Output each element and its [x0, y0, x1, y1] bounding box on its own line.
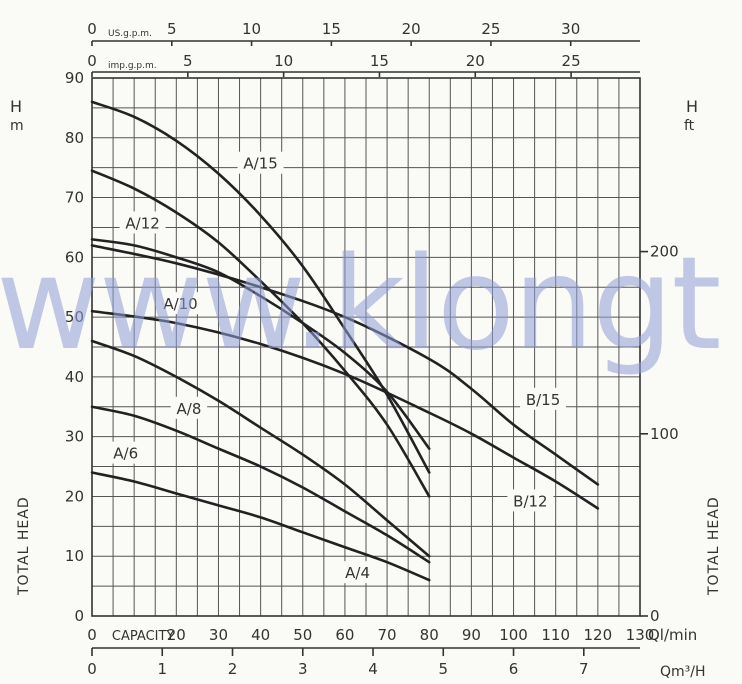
series-label-bg	[119, 211, 166, 234]
series-label-a-10: A/10	[163, 295, 197, 313]
series-label-a-8: A/8	[177, 400, 202, 418]
series-label-bg	[107, 441, 144, 464]
x-unit-label: Ql/min	[648, 626, 697, 644]
series-line-b-15	[90, 244, 600, 486]
plot-frame	[91, 77, 641, 617]
usgpm-tick-label: 20	[402, 20, 421, 38]
m3h-tick-label: 6	[509, 660, 519, 678]
y-tick-label: 50	[65, 308, 84, 326]
left-unit-m: m	[10, 118, 24, 134]
y-tick-label: 90	[65, 69, 84, 87]
m3h-tick-label: 4	[368, 660, 378, 678]
x-tick-label: 40	[251, 626, 270, 644]
x-tick-label: 30	[209, 626, 228, 644]
usgpm-tick-label: 0	[87, 20, 97, 38]
x-tick-label: 70	[378, 626, 397, 644]
x-tick-label: 20	[167, 626, 186, 644]
x-tick-label: 130	[626, 626, 655, 644]
series-label-bg	[157, 292, 204, 315]
y-tick-label: 10	[65, 547, 84, 565]
series-label-b-12: B/12	[513, 492, 547, 510]
series-line-a-10	[90, 238, 431, 450]
usgpm-tick-label: 5	[167, 20, 177, 38]
y-tick-label: 70	[65, 189, 84, 207]
y-tick-label: 80	[65, 129, 84, 147]
x-tick-label: 80	[420, 626, 439, 644]
m3h-unit-label: Qm³/H	[660, 664, 706, 680]
impgpm-unit-label: imp.g.p.m.	[108, 61, 157, 71]
series-label-bg	[339, 561, 376, 584]
impgpm-tick-label: 25	[562, 52, 581, 70]
usgpm-tick-label: 30	[561, 20, 580, 38]
x-tick-label: 50	[293, 626, 312, 644]
usgpm-tick-label: 15	[322, 20, 341, 38]
series-label-bg	[237, 151, 284, 174]
series-line-a-12	[90, 169, 431, 498]
series-label-bg	[507, 489, 554, 512]
m3h-tick-label: 0	[87, 660, 97, 678]
x-tick-label: 60	[335, 626, 354, 644]
left-axis: 0 10 20 30 40 50 60 70 80 90	[65, 69, 84, 625]
impgpm-tick-label: 0	[87, 52, 97, 70]
impgpm-tick-label: 10	[274, 52, 293, 70]
impgpm-tick-label: 15	[370, 52, 389, 70]
right-unit-h: H	[686, 97, 698, 116]
left-axis-title: TOTAL HEAD	[16, 496, 32, 596]
grid	[91, 77, 641, 617]
usgpm-unit-label: US.g.p.m.	[108, 29, 152, 39]
series-label-a-15: A/15	[243, 155, 277, 173]
right-axis: 0 100 200	[640, 243, 679, 625]
usgpm-tick-label: 10	[242, 20, 261, 38]
series-curves	[90, 100, 600, 582]
series-line-b-12	[90, 309, 600, 510]
series-line-a-6	[90, 405, 431, 564]
left-unit-h: H	[10, 97, 22, 116]
series-label-b-15: B/15	[526, 391, 560, 409]
series-label-a-4: A/4	[345, 564, 370, 582]
series-labels: A/15 A/12 A/10 A/8 A/6 A/4 B/15 B/12	[107, 151, 567, 584]
usgpm-tick-label: 25	[481, 20, 500, 38]
ft-tick-label: 200	[650, 243, 679, 261]
right-axis-title: TOTAL HEAD	[706, 496, 722, 596]
y-tick-label: 40	[65, 368, 84, 386]
m3h-tick-label: 7	[579, 660, 589, 678]
series-line-a-4	[90, 471, 431, 582]
ft-tick-label: 0	[650, 607, 660, 625]
top-axes: US.g.p.m. imp.g.p.m. 0 5 10 15 20 25 30 0 5 10 15 2…	[87, 20, 640, 77]
y-tick-label: 30	[65, 428, 84, 446]
y-tick-label: 20	[65, 487, 84, 505]
ft-tick-label: 100	[650, 425, 679, 443]
x-tick-label: 100	[499, 626, 528, 644]
impgpm-tick-label: 20	[466, 52, 485, 70]
y-tick-label: 0	[74, 607, 84, 625]
x-tick-label: 120	[584, 626, 613, 644]
right-unit-ft: ft	[684, 118, 695, 134]
watermark: www.klongt	[0, 230, 720, 379]
m3h-tick-label: 2	[228, 660, 238, 678]
series-line-a-8	[90, 339, 431, 558]
y-tick-label: 60	[65, 248, 84, 266]
m3h-tick-label: 1	[157, 660, 167, 678]
impgpm-tick-label: 5	[183, 52, 193, 70]
x-tick-label: 0	[87, 626, 97, 644]
series-label-bg	[520, 387, 567, 410]
x-tick-label: 110	[541, 626, 570, 644]
series-label-a-6: A/6	[113, 445, 138, 463]
x-tick-label: CAPACITY	[112, 629, 174, 644]
series-label-bg	[170, 396, 208, 419]
m3h-tick-label: 5	[439, 660, 449, 678]
series-label-a-12: A/12	[125, 214, 159, 232]
m3h-tick-label: 3	[298, 660, 308, 678]
x-tick-label: 90	[462, 626, 481, 644]
